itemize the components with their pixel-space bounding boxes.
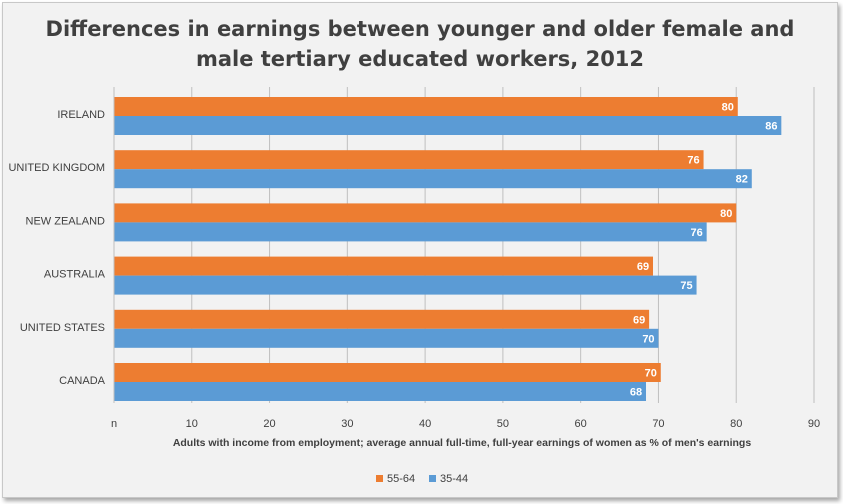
x-tick-label: 60 xyxy=(575,418,587,430)
bar-35-44-united-states xyxy=(114,328,659,348)
chart-title-line-2: male tertiary educated workers, 2012 xyxy=(196,47,644,71)
data-label: 75 xyxy=(680,280,692,292)
gridlines xyxy=(191,87,815,403)
data-label: 86 xyxy=(765,121,777,133)
data-label: 68 xyxy=(630,387,642,399)
x-tick-label: 80 xyxy=(730,418,742,430)
bar-55-64-ireland xyxy=(114,97,738,116)
chart: Differences in earnings between younger … xyxy=(8,17,820,485)
category-label: UNITED STATES xyxy=(20,322,105,334)
x-tick-label: 20 xyxy=(263,418,275,430)
x-origin-label: n xyxy=(111,418,117,430)
bar-55-64-united-states xyxy=(114,309,650,329)
legend-label-35-44: 35-44 xyxy=(440,473,468,485)
data-label: 80 xyxy=(722,102,734,114)
bar-55-64-united-kingdom xyxy=(114,150,704,170)
bar-35-44-australia xyxy=(114,275,697,295)
legend-label-55-64: 55-64 xyxy=(387,473,415,485)
bars xyxy=(114,97,782,401)
tick-labels: 10 20 30 40 50 60 70 80 90 xyxy=(186,418,820,430)
x-axis-label: Adults with income from employment; aver… xyxy=(173,437,752,449)
bar-55-64-new-zealand xyxy=(114,203,737,223)
data-label: 69 xyxy=(637,261,649,273)
data-label: 76 xyxy=(691,227,703,239)
x-tick-label: 90 xyxy=(808,418,820,430)
legend-swatch-55-64 xyxy=(376,475,383,482)
legend-swatch-35-44 xyxy=(429,475,436,482)
chart-frame: Differences in earnings between younger … xyxy=(2,2,838,498)
category-labels: IRELAND UNITED KINGDOM NEW ZEALAND AUSTRALI… xyxy=(8,109,105,387)
bar-55-64-australia xyxy=(114,256,653,276)
data-label: 82 xyxy=(736,174,748,186)
category-label: IRELAND xyxy=(57,109,105,121)
data-label: 70 xyxy=(645,368,657,380)
data-label: 70 xyxy=(642,333,654,345)
bar-35-44-canada xyxy=(114,382,646,401)
chart-title-line-1: Differences in earnings between younger … xyxy=(46,17,795,41)
category-label: NEW ZEALAND xyxy=(26,215,106,227)
x-tick-label: 50 xyxy=(497,418,509,430)
bar-55-64-canada xyxy=(114,363,661,382)
category-label: UNITED KINGDOM xyxy=(8,162,105,174)
x-tick-label: 70 xyxy=(652,418,664,430)
bar-35-44-ireland xyxy=(114,116,782,135)
category-label: AUSTRALIA xyxy=(44,269,106,281)
x-tick-label: 40 xyxy=(419,418,431,430)
legend: 55-64 35-44 xyxy=(376,473,468,485)
bar-35-44-united-kingdom xyxy=(114,169,752,189)
data-label: 80 xyxy=(720,208,732,220)
category-label: CANADA xyxy=(59,375,106,387)
x-tick-label: 30 xyxy=(341,418,353,430)
data-label: 69 xyxy=(633,314,645,326)
data-label: 76 xyxy=(687,155,699,167)
bar-35-44-new-zealand xyxy=(114,222,707,242)
x-tick-label: 10 xyxy=(186,418,198,430)
